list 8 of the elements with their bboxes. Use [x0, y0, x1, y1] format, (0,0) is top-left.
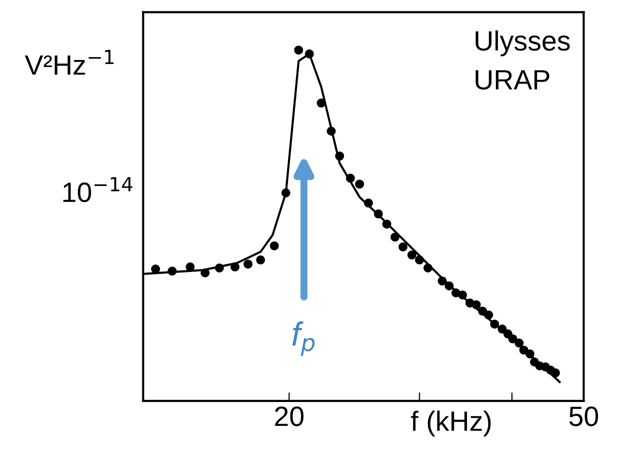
x-tick-label: 20 [275, 406, 304, 426]
x-tick-label: 50 [569, 406, 598, 426]
annotation: Ulysses [476, 30, 570, 56]
y-axis-title: V²Hz$^{−1}$ [24, 50, 114, 75]
x-axis-title: f (kHz) [411, 410, 491, 437]
annotation: f$_{p}$ [292, 321, 315, 356]
text: 10$^{−14}$ [63, 177, 132, 202]
annotation: URAP [476, 70, 550, 90]
